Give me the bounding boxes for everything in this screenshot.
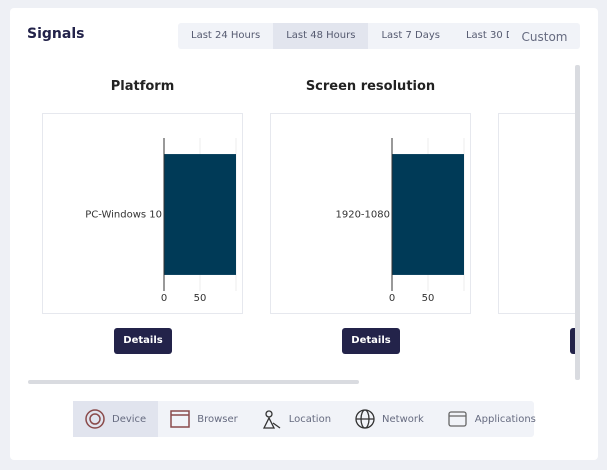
tab-label: Network: [382, 413, 424, 425]
chart-title: Platform: [110, 79, 175, 94]
category-label: 1920-1080: [335, 210, 390, 221]
chart-card: 050Euro: [498, 113, 575, 314]
tab-icon: [355, 409, 375, 429]
bar: [392, 154, 464, 275]
tab[interactable]: Location: [250, 401, 343, 437]
chart-title: T: [498, 79, 575, 94]
details-button[interactable]: Details: [114, 328, 172, 354]
tab-label: Browser: [197, 413, 238, 425]
custom-button[interactable]: Custom: [509, 23, 580, 49]
category-label: PC-Windows 10: [85, 210, 162, 221]
x-tick-label: 0: [161, 293, 167, 304]
tab[interactable]: Applications: [436, 401, 548, 437]
tab-icon: [448, 411, 467, 427]
x-tick-label: 0: [389, 293, 395, 304]
tab[interactable]: Device: [73, 401, 159, 437]
time-filter[interactable]: Last 30 Days: [465, 30, 531, 41]
chart-card: 0 50 1920-1080: [270, 113, 471, 314]
tab-icon: [85, 409, 105, 429]
chart: 0 50 1920-1080: [335, 138, 465, 304]
vertical-scrollbar[interactable]: [575, 65, 580, 380]
signals-card: Signals Last 24 Hours Last 48 Hours Last 7…: [10, 8, 598, 460]
time-filter[interactable]: Last 24 Hours: [191, 30, 261, 41]
tab-label: Device: [112, 413, 147, 425]
details-button[interactable]: Details: [570, 328, 575, 354]
x-tick-label: 50: [422, 293, 435, 304]
time-filter[interactable]: Last 48 Hours: [273, 23, 369, 49]
horizontal-scrollbar[interactable]: [28, 380, 359, 384]
tab-icon: [262, 410, 281, 429]
time-filter[interactable]: Last 7 Days: [381, 30, 440, 41]
chart-card: 0 50 PC-Windows 10: [42, 113, 243, 314]
title: Signals: [27, 26, 85, 42]
tab[interactable]: Network: [343, 401, 436, 437]
chart: 050Euro: [499, 114, 575, 313]
chart: 0 50 PC-Windows 10: [85, 138, 237, 304]
charts-area: Platform 0 50 PC-Windows 10 Details Screen re…: [28, 65, 575, 375]
tab[interactable]: Browser: [158, 401, 250, 437]
chart-title: Screen resolution: [305, 79, 436, 94]
time-filters: Last 24 Hours Last 48 Hours Last 7 Days Las…: [178, 23, 544, 49]
details-button[interactable]: Details: [342, 328, 400, 354]
x-tick-label: 50: [194, 293, 207, 304]
tabs: Device Browser Location Network Applications: [73, 401, 536, 437]
tab-icon: [170, 410, 190, 428]
tab-label: Location: [288, 413, 332, 425]
bar: [164, 154, 236, 275]
tab-label: Applications: [474, 413, 536, 425]
